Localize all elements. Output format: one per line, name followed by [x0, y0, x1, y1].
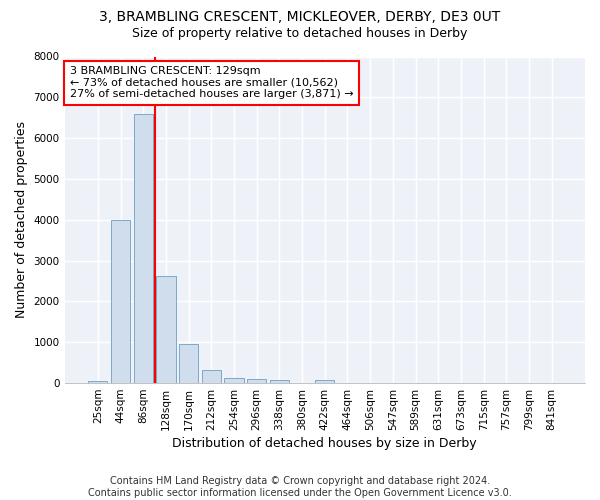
Bar — [202, 370, 221, 383]
Bar — [224, 378, 244, 383]
Bar — [88, 380, 107, 383]
Bar — [179, 344, 198, 383]
Text: Contains HM Land Registry data © Crown copyright and database right 2024.
Contai: Contains HM Land Registry data © Crown c… — [88, 476, 512, 498]
Bar — [156, 276, 176, 383]
Text: 3 BRAMBLING CRESCENT: 129sqm
← 73% of detached houses are smaller (10,562)
27% o: 3 BRAMBLING CRESCENT: 129sqm ← 73% of de… — [70, 66, 353, 100]
Bar — [134, 114, 153, 383]
Bar — [247, 380, 266, 383]
Bar — [270, 380, 289, 383]
Bar — [111, 220, 130, 383]
Y-axis label: Number of detached properties: Number of detached properties — [15, 122, 28, 318]
X-axis label: Distribution of detached houses by size in Derby: Distribution of detached houses by size … — [172, 437, 477, 450]
Bar — [315, 380, 334, 383]
Text: Size of property relative to detached houses in Derby: Size of property relative to detached ho… — [133, 28, 467, 40]
Text: 3, BRAMBLING CRESCENT, MICKLEOVER, DERBY, DE3 0UT: 3, BRAMBLING CRESCENT, MICKLEOVER, DERBY… — [100, 10, 500, 24]
